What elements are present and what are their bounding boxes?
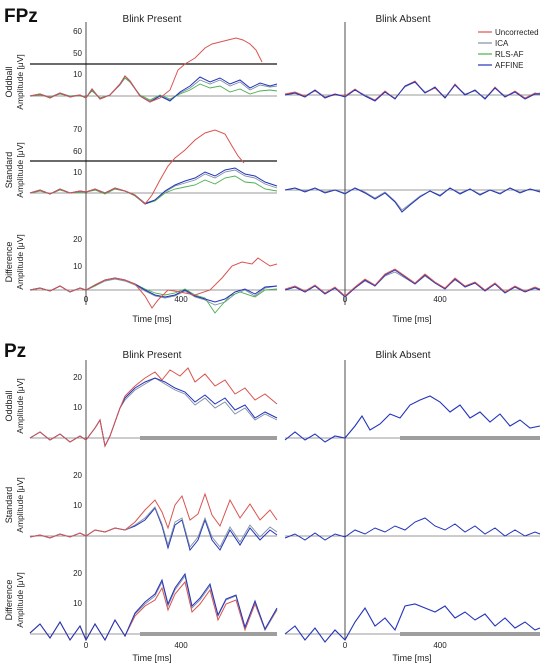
col-title-absent-fpz: Blink Absent (375, 14, 430, 25)
xlabel-pz-absent: Time [ms] (392, 653, 431, 663)
legend-label-uncorrected: Uncorrected (495, 28, 539, 37)
legend: Uncorrected ICA RLS-AF AFFINE (478, 28, 539, 70)
trace-fpz-diff-present-uncorrected (29, 257, 278, 309)
ylabel-unit-fpz-oddball: Amplitude [μV] (15, 54, 25, 109)
tick-fpz-diff-10: 10 (73, 262, 82, 271)
trace-fpz-oddball-present-rlsaf (29, 77, 278, 101)
col-title-absent-pz: Blink Absent (375, 350, 430, 361)
trace-pz-standard-present-uncorrected (29, 492, 278, 539)
ylabel-unit-pz-oddball: Amplitude [μV] (15, 378, 25, 433)
trace-fpz-standard-absent-affine (284, 187, 541, 213)
ylabel-cond-fpz-standard: Standard (4, 152, 14, 189)
trace-pz-standard-present-ica (29, 506, 278, 548)
trace-pz-diff-present-affine (29, 572, 278, 642)
tick-pz-std-20: 20 (73, 471, 82, 480)
col-title-present-fpz: Blink Present (123, 14, 182, 25)
tick-fpz-odd-50: 50 (73, 49, 82, 58)
tick-pz-odd-20: 20 (73, 373, 82, 382)
trace-pz-oddball-present-ica (29, 377, 278, 448)
sig-bar-pz-oddball-present (140, 436, 277, 440)
trace-pz-standard-absent-affine (284, 517, 541, 541)
xlabel-fpz-present: Time [ms] (132, 314, 171, 324)
xtick-pz-present-0: 0 (84, 641, 89, 650)
trace-pz-diff-absent-affine (284, 603, 541, 643)
tick-fpz-odd-60: 60 (73, 27, 82, 36)
trace-pz-oddball-present-uncorrected (29, 367, 278, 448)
legend-label-rlsaf: RLS-AF (495, 50, 524, 59)
ylabel-cond-pz-oddball: Oddball (4, 390, 14, 421)
trace-pz-standard-present-affine (29, 507, 278, 552)
tick-fpz-std-70: 70 (73, 125, 82, 134)
xlabel-pz-present: Time [ms] (132, 653, 171, 663)
xlabel-fpz-absent: Time [ms] (392, 314, 431, 324)
ylabel-unit-pz-standard: Amplitude [μV] (15, 477, 25, 532)
xtick-pz-absent-0: 0 (343, 641, 348, 650)
tick-pz-std-10: 10 (73, 501, 82, 510)
tick-pz-diff-20: 20 (73, 569, 82, 578)
xtick-pz-present-400: 400 (174, 641, 188, 650)
trace-pz-oddball-absent-affine (284, 395, 541, 443)
trace-fpz-oddball-present-ica (29, 77, 278, 102)
trace-fpz-standard-absent-ica (284, 187, 541, 211)
trace-fpz-oddball-absent-affine (284, 81, 540, 102)
sig-bar-pz-diff-present (140, 632, 277, 636)
ylabel-unit-fpz-standard: Amplitude [μV] (15, 142, 25, 197)
xtick-fpz-present-400: 400 (174, 295, 188, 304)
tick-fpz-std-60: 60 (73, 147, 82, 156)
xtick-pz-absent-400: 400 (433, 641, 447, 650)
legend-label-ica: ICA (495, 39, 509, 48)
trace-fpz-standard-present-uncorrected (29, 129, 245, 205)
sig-bar-pz-oddball-absent (400, 436, 540, 440)
ylabel-cond-pz-difference: Difference (4, 580, 14, 621)
sig-bar-pz-diff-absent (400, 632, 540, 636)
trace-fpz-oddball-absent-ica (284, 81, 541, 101)
trace-pz-oddball-present-affine (29, 377, 278, 448)
ylabel-unit-fpz-difference: Amplitude [μV] (15, 234, 25, 289)
ylabel-unit-pz-difference: Amplitude [μV] (15, 572, 25, 627)
trace-fpz-diff-absent-affine (284, 269, 541, 298)
trace-fpz-standard-present-ica (29, 169, 278, 204)
tick-fpz-diff-20: 20 (73, 235, 82, 244)
section-title-fpz: FPz (4, 6, 38, 27)
tick-pz-diff-10: 10 (73, 599, 82, 608)
xtick-fpz-absent-400: 400 (433, 295, 447, 304)
trace-fpz-oddball-present-uncorrected (29, 37, 263, 103)
tick-fpz-odd-10: 10 (73, 70, 82, 79)
tick-fpz-std-10: 10 (73, 168, 82, 177)
col-title-present-pz: Blink Present (123, 350, 182, 361)
section-title-pz: Pz (4, 341, 26, 362)
tick-pz-odd-10: 10 (73, 403, 82, 412)
legend-label-affine: AFFINE (495, 61, 523, 70)
ylabel-cond-pz-standard: Standard (4, 487, 14, 524)
ylabel-cond-fpz-difference: Difference (4, 242, 14, 283)
ylabel-cond-fpz-oddball: Oddball (4, 66, 14, 97)
trace-fpz-diff-absent-uncorrected (284, 268, 541, 297)
xtick-fpz-absent-0: 0 (343, 295, 348, 304)
trace-fpz-standard-present-rlsaf (29, 175, 278, 205)
xtick-fpz-present-0: 0 (84, 295, 89, 304)
